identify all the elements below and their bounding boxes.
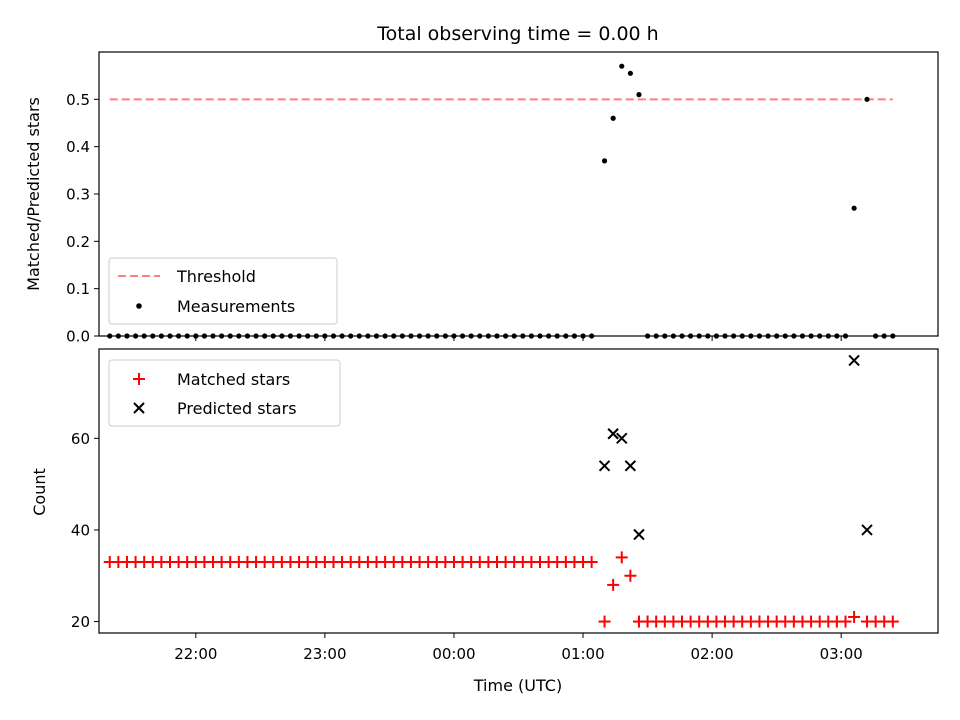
measurement-point (627, 70, 633, 76)
ratio-y-tick-label: 0.2 (66, 233, 90, 251)
matched-star-point (624, 569, 637, 582)
measurement-point (619, 63, 625, 69)
measurement-point (851, 205, 857, 211)
predicted-star-point (616, 432, 628, 445)
matched-star-point (839, 615, 852, 628)
predicted-star-point (624, 460, 637, 472)
ratio-y-axis: 0.0 0.1 0.2 0.3 0.4 0.5 (66, 91, 99, 346)
legend-matched-label: Matched stars (177, 370, 290, 389)
predicted-star-point (861, 524, 873, 536)
predicted-star-point (633, 528, 645, 541)
x-tick-label: 03:00 (820, 645, 863, 663)
ratio-y-tick-label: 0.1 (66, 280, 90, 298)
ratio-panel: 0.0 0.1 0.2 0.3 0.4 0.5 Matched/Predicted sta… (24, 51, 939, 346)
matched-star-point (585, 556, 598, 568)
legend-predicted-label: Predicted stars (177, 399, 297, 418)
ratio-x-ticks (195, 336, 842, 341)
x-tick-label: 22:00 (174, 645, 217, 663)
count-plot-frame (98, 348, 939, 634)
measurement-point (601, 158, 608, 164)
ratio-y-tick-label: 0.3 (66, 186, 90, 204)
count-legend-box (108, 359, 341, 427)
ratio-legend-box (108, 257, 338, 325)
x-tick-label: 23:00 (303, 645, 346, 663)
legend-matched-swatch (133, 373, 145, 385)
x-tick-label: 02:00 (690, 645, 733, 663)
matched-star-point (615, 551, 628, 564)
matched-star-point (886, 615, 899, 628)
predicted-star-point (848, 354, 860, 367)
predicted-star-point (598, 460, 611, 472)
ratio-y-tick-label: 0.0 (66, 328, 90, 346)
x-tick-label: 00:00 (432, 645, 475, 663)
ratio-y-tick-label: 0.4 (66, 138, 90, 156)
count-legend: Matched stars Predicted stars (108, 359, 341, 427)
figure-title: Total observing time = 0.00 h (376, 23, 658, 45)
count-y-axis: 20 40 60 (71, 430, 99, 631)
matched-star-point (598, 615, 611, 628)
count-panel: 20 40 60 22:00 23:00 00:00 01:00 02:00 03:00 Co… (30, 348, 939, 695)
matched-star-point (607, 578, 620, 591)
legend-threshold-label: Threshold (176, 267, 256, 286)
predicted-star-point (607, 428, 619, 440)
ratio-plot-frame (98, 51, 939, 337)
count-y-tick-label: 60 (71, 430, 90, 448)
ratio-y-tick-label: 0.5 (66, 91, 90, 109)
legend-measurements-label: Measurements (177, 297, 295, 316)
count-y-axis-label: Count (30, 468, 49, 516)
count-x-axis: 22:00 23:00 00:00 01:00 02:00 03:00 (174, 633, 863, 663)
measurement-point (610, 115, 616, 121)
legend-measurements-swatch (136, 303, 142, 309)
legend-predicted-swatch (133, 402, 145, 414)
measurement-point (636, 92, 642, 98)
count-y-tick-label: 40 (71, 521, 90, 539)
measurement-point (864, 96, 870, 102)
ratio-y-axis-label: Matched/Predicted stars (24, 97, 43, 291)
matched-star-point (848, 610, 861, 623)
x-axis-label: Time (UTC) (473, 676, 562, 695)
ratio-legend: Threshold Measurements (108, 257, 338, 325)
count-marks (103, 354, 899, 628)
x-tick-label: 01:00 (561, 645, 604, 663)
count-y-tick-label: 20 (71, 613, 90, 631)
